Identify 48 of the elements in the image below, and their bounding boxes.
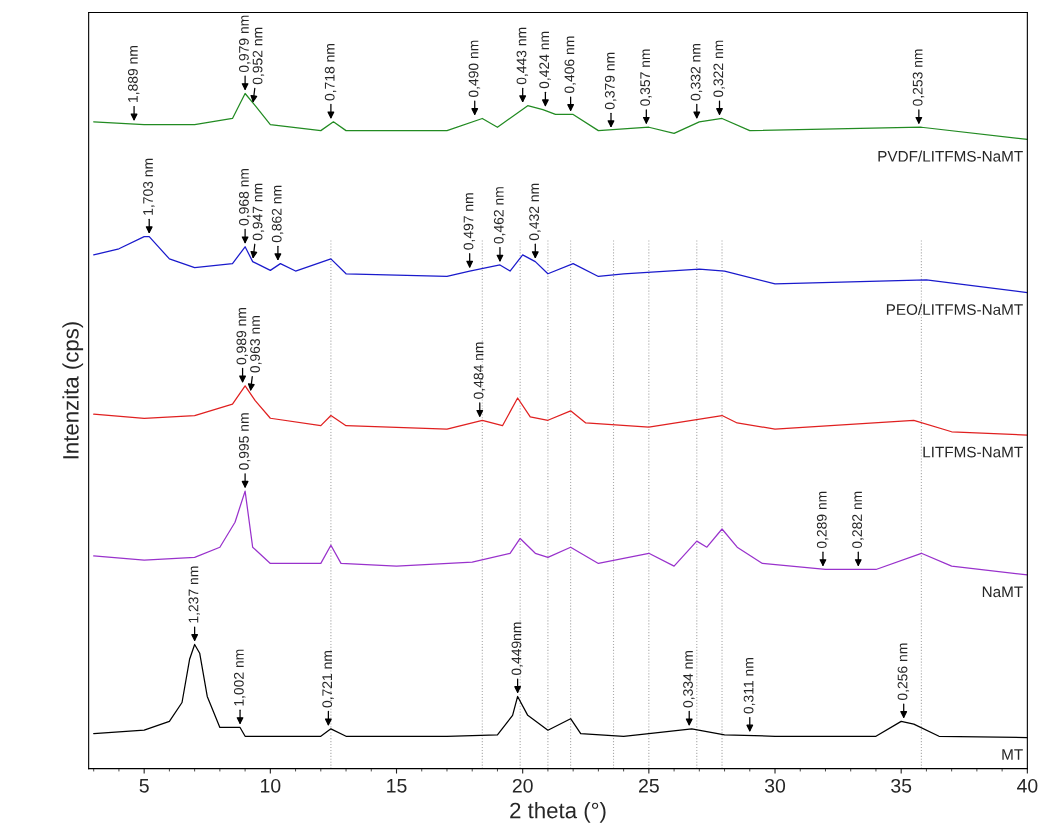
annotation: 1,237 nm: [188, 566, 201, 623]
annotation: 0,289 nm: [816, 491, 829, 549]
annotation: 0,462 nm: [493, 187, 506, 244]
annotation: 0,484 nm: [473, 342, 486, 399]
annotation: 0,497 nm: [463, 193, 476, 250]
annotation: 0,432 nm: [529, 183, 541, 241]
annotation: 0,979 nm: [239, 15, 251, 73]
annotation: 0,406 nm: [564, 36, 576, 94]
annotation: 1,889 nm: [127, 46, 140, 102]
annotation: 0,322 nm: [713, 40, 725, 98]
x-axis-title: 2 theta (°): [510, 802, 606, 823]
series-label: MT: [1002, 749, 1023, 760]
annotation: 0,989 nm: [236, 308, 248, 365]
x-tick-label: 30: [764, 778, 786, 793]
annotation: 1,703 nm: [143, 158, 155, 215]
annotation: 0,424 nm: [539, 31, 551, 89]
annotation: 0,357 nm: [640, 49, 652, 106]
annotation: 0,490 nm: [468, 40, 481, 98]
annotation: 0,718 nm: [324, 44, 337, 101]
series-label: NaMT: [982, 586, 1023, 598]
annotation: 0,379 nm: [604, 52, 617, 110]
x-tick-label: 5: [139, 779, 149, 793]
annotation: 0,721 nm: [322, 651, 334, 708]
annotation: 0,968 nm: [239, 168, 251, 226]
annotation: 0,253 nm: [912, 49, 925, 106]
series-label: PEO/LITFMS-NaMT: [886, 303, 1023, 315]
annotation: 0,862 nm: [271, 185, 284, 243]
annotation: 0,952 nm: [252, 27, 265, 85]
annotation: 0,256 nm: [897, 643, 910, 701]
annotation: 0,947 nm: [252, 183, 265, 241]
series-label: PVDF/LITFMS-NaMT: [878, 150, 1023, 162]
y-axis-title: Intenzita (cps): [62, 322, 84, 459]
annotation: 0,332 nm: [690, 44, 703, 101]
x-tick-label: 40: [1016, 778, 1038, 793]
annotation: 0,995 nm: [239, 413, 251, 470]
series-label: LITFMS-NaMT: [923, 446, 1023, 458]
annotation: 0,443 nm: [516, 27, 529, 85]
x-tick-label: 15: [387, 779, 407, 793]
annotation: 0,449nm: [511, 622, 523, 676]
annotation: 0,282 nm: [852, 491, 864, 549]
x-tick-label: 35: [891, 778, 912, 793]
annotation: 0,311 nm: [743, 658, 756, 714]
x-tick-label: 25: [639, 778, 659, 793]
annotation: 0,334 nm: [683, 651, 695, 708]
x-tick-label: 20: [512, 778, 533, 793]
x-tick-label: 10: [261, 778, 281, 793]
annotation: 1,002 nm: [233, 649, 246, 706]
annotation: 0,963 nm: [250, 316, 262, 373]
